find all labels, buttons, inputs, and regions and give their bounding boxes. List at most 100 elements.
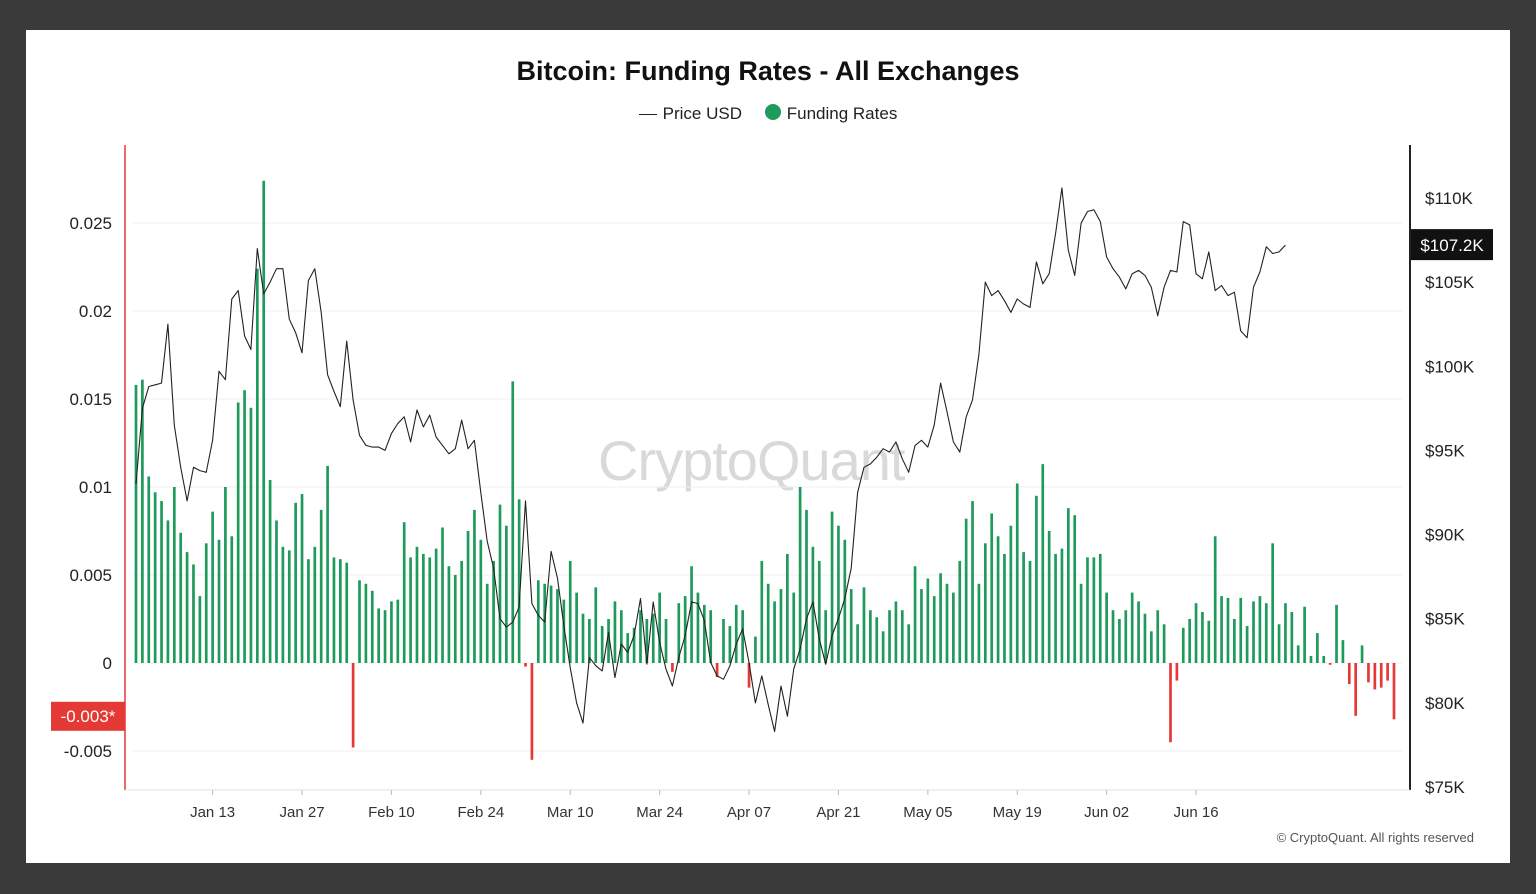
funding-bar[interactable] bbox=[396, 599, 400, 663]
funding-bar[interactable] bbox=[485, 583, 489, 663]
funding-bar[interactable] bbox=[1290, 611, 1294, 663]
funding-bar[interactable] bbox=[543, 583, 547, 663]
funding-bar[interactable] bbox=[453, 575, 457, 663]
funding-bar[interactable] bbox=[702, 604, 706, 663]
funding-bar[interactable] bbox=[575, 592, 578, 663]
funding-bar[interactable] bbox=[1354, 663, 1358, 716]
funding-bar[interactable] bbox=[351, 663, 355, 748]
funding-bar[interactable] bbox=[734, 604, 738, 663]
funding-bar[interactable] bbox=[581, 613, 585, 663]
funding-bar[interactable] bbox=[390, 601, 393, 663]
funding-bar[interactable] bbox=[588, 619, 591, 663]
funding-bar[interactable] bbox=[1162, 624, 1166, 663]
funding-bar[interactable] bbox=[1360, 645, 1364, 663]
chart-svg[interactable]: 0.025 0.02 0.015 0.01 0.005 0 -0.005 $110K $105K… bbox=[26, 30, 1510, 863]
funding-bar[interactable] bbox=[613, 601, 617, 663]
funding-bar[interactable] bbox=[1245, 626, 1249, 663]
funding-bar[interactable] bbox=[339, 559, 342, 663]
funding-bar[interactable] bbox=[1220, 596, 1223, 663]
funding-bar[interactable] bbox=[945, 583, 949, 663]
funding-bar[interactable] bbox=[805, 509, 808, 663]
funding-bar[interactable] bbox=[230, 536, 234, 663]
funding-bar[interactable] bbox=[217, 539, 221, 663]
funding-bar[interactable] bbox=[224, 487, 227, 663]
legend-item-price[interactable]: Price USD bbox=[638, 104, 742, 124]
funding-bar[interactable] bbox=[1181, 627, 1185, 663]
funding-bar[interactable] bbox=[517, 499, 521, 663]
funding-bar[interactable] bbox=[268, 479, 272, 663]
funding-bar[interactable] bbox=[747, 663, 751, 688]
funding-bar[interactable] bbox=[1156, 610, 1160, 663]
funding-bar[interactable] bbox=[1194, 603, 1198, 663]
funding-bar[interactable] bbox=[262, 180, 266, 663]
funding-bar[interactable] bbox=[275, 520, 278, 663]
funding-bar[interactable] bbox=[760, 560, 764, 663]
funding-bar[interactable] bbox=[971, 501, 974, 663]
funding-bar[interactable] bbox=[549, 585, 553, 663]
funding-bar[interactable] bbox=[907, 624, 911, 663]
funding-bar[interactable] bbox=[1207, 620, 1211, 663]
funding-bar[interactable] bbox=[786, 553, 789, 663]
funding-bar[interactable] bbox=[920, 589, 923, 663]
funding-bar[interactable] bbox=[326, 465, 329, 663]
funding-bar[interactable] bbox=[345, 562, 349, 663]
funding-bar[interactable] bbox=[1015, 483, 1019, 663]
funding-bar[interactable] bbox=[932, 596, 936, 663]
funding-bar[interactable] bbox=[1271, 543, 1275, 663]
funding-bar[interactable] bbox=[741, 610, 744, 663]
funding-bar[interactable] bbox=[1066, 508, 1070, 663]
funding-bar[interactable] bbox=[473, 509, 476, 663]
funding-bar[interactable] bbox=[952, 592, 955, 663]
funding-bar[interactable] bbox=[287, 550, 291, 663]
funding-bar[interactable] bbox=[1213, 536, 1217, 663]
funding-bar[interactable] bbox=[1175, 663, 1179, 681]
funding-bar[interactable] bbox=[243, 390, 246, 663]
funding-bar[interactable] bbox=[1328, 663, 1332, 665]
funding-bar[interactable] bbox=[1028, 560, 1032, 663]
funding-bar[interactable] bbox=[607, 619, 610, 663]
funding-bar[interactable] bbox=[1137, 601, 1140, 663]
funding-bar[interactable] bbox=[294, 502, 297, 663]
funding-bar[interactable] bbox=[568, 560, 572, 663]
funding-bar[interactable] bbox=[1169, 663, 1172, 743]
funding-bar[interactable] bbox=[185, 552, 189, 663]
funding-bar[interactable] bbox=[498, 504, 502, 663]
funding-bar[interactable] bbox=[1347, 663, 1351, 685]
funding-bar[interactable] bbox=[441, 527, 444, 663]
legend-item-funding[interactable]: Funding Rates bbox=[764, 104, 897, 124]
funding-bar[interactable] bbox=[300, 494, 304, 663]
funding-bar[interactable] bbox=[332, 557, 336, 663]
funding-bar[interactable] bbox=[696, 592, 700, 663]
funding-bar[interactable] bbox=[198, 596, 202, 663]
funding-bar[interactable] bbox=[1111, 610, 1115, 663]
funding-bar[interactable] bbox=[830, 511, 834, 663]
funding-bar[interactable] bbox=[166, 520, 170, 663]
funding-bar[interactable] bbox=[1252, 601, 1255, 663]
funding-bar[interactable] bbox=[313, 546, 317, 663]
funding-bar[interactable] bbox=[1373, 663, 1377, 690]
funding-bar[interactable] bbox=[619, 610, 623, 663]
funding-bar[interactable] bbox=[1118, 619, 1121, 663]
funding-bar[interactable] bbox=[1079, 583, 1083, 663]
funding-bar[interactable] bbox=[990, 513, 994, 663]
funding-bar[interactable] bbox=[1047, 531, 1051, 663]
funding-bar[interactable] bbox=[1022, 552, 1025, 663]
funding-bar[interactable] bbox=[434, 548, 438, 663]
funding-bar[interactable] bbox=[1041, 464, 1045, 663]
funding-bar[interactable] bbox=[1277, 624, 1281, 663]
funding-bar[interactable] bbox=[1073, 515, 1077, 663]
funding-bar[interactable] bbox=[843, 539, 847, 663]
funding-bar[interactable] bbox=[141, 379, 144, 663]
funding-bar[interactable] bbox=[798, 487, 802, 663]
funding-bar[interactable] bbox=[1367, 663, 1370, 683]
funding-bar[interactable] bbox=[1035, 495, 1038, 663]
funding-bar[interactable] bbox=[1303, 606, 1306, 663]
funding-bar[interactable] bbox=[626, 633, 630, 663]
funding-bar[interactable] bbox=[1086, 557, 1089, 663]
funding-bar[interactable] bbox=[983, 543, 987, 663]
funding-bar[interactable] bbox=[383, 610, 387, 663]
funding-bar[interactable] bbox=[862, 587, 866, 663]
funding-bar[interactable] bbox=[249, 407, 253, 663]
funding-bar[interactable] bbox=[664, 619, 668, 663]
funding-bar[interactable] bbox=[900, 610, 904, 663]
